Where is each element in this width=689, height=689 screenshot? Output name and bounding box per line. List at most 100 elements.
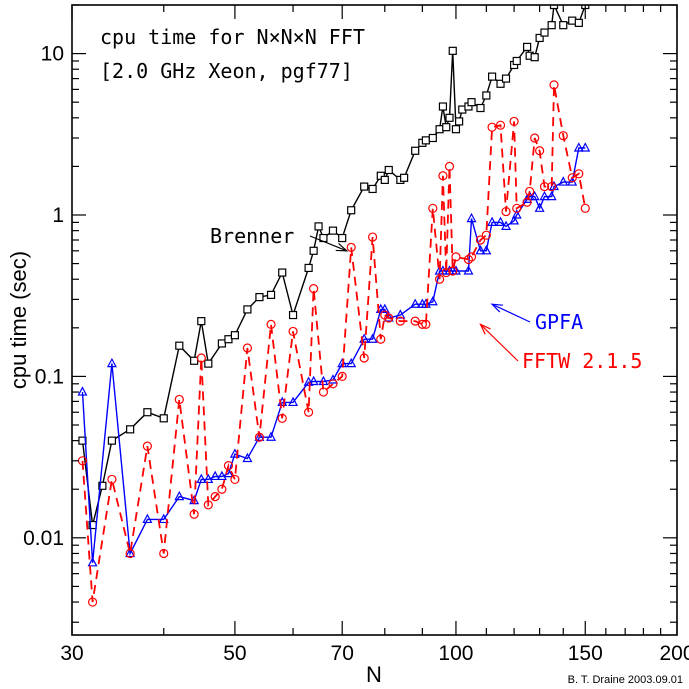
data-point [444, 161, 455, 172]
series-label: Brenner [210, 224, 294, 248]
series-labels: Brenner GPFA FFTW 2.1.5 [210, 224, 642, 373]
data-point [304, 263, 313, 273]
data-point [304, 407, 314, 417]
y-tick-label: 0.1 [35, 365, 64, 388]
data-point [547, 181, 557, 192]
data-point [190, 356, 199, 365]
data-point [549, 80, 559, 90]
annotation-line-2: [2.0 GHz Xeon, pgf77] [100, 59, 353, 83]
data-point [254, 431, 265, 441]
x-tick-label: 200 [659, 642, 689, 665]
data-point [475, 245, 486, 255]
data-point [338, 233, 347, 243]
data-point [580, 203, 590, 213]
data-point [428, 133, 437, 143]
data-point [428, 203, 438, 213]
data-point [580, 142, 591, 152]
data-point [535, 33, 544, 43]
data-point [175, 341, 184, 350]
data-point [466, 212, 477, 223]
data-point [495, 216, 506, 226]
data-point [441, 267, 451, 278]
data-point [318, 387, 329, 397]
data-point [400, 173, 409, 182]
data-point [223, 461, 234, 471]
data-point [559, 21, 568, 30]
data-point [395, 309, 406, 319]
data-point [230, 331, 240, 340]
data-point [421, 136, 430, 145]
data-point [549, 5, 559, 10]
data-point [107, 436, 117, 445]
data-point [509, 215, 520, 225]
data-point [189, 509, 199, 519]
data-point [384, 165, 393, 175]
y-tick-label: 1 [52, 204, 64, 227]
data-point [546, 190, 557, 201]
data-point [438, 102, 448, 111]
data-point [411, 146, 420, 155]
data-point [525, 186, 535, 197]
data-point [346, 242, 356, 252]
data-point [463, 254, 474, 265]
data-point [288, 396, 299, 407]
data-point [501, 206, 511, 217]
data-point [547, 21, 556, 30]
series-layer [77, 5, 591, 607]
series-fftw-2-1-5 [77, 80, 590, 607]
data-point [328, 226, 338, 235]
data-point [203, 500, 213, 510]
data-point [539, 181, 550, 192]
data-point [77, 386, 88, 396]
data-point [174, 490, 185, 501]
data-point [143, 408, 152, 417]
data-point [87, 597, 98, 607]
data-point [482, 91, 491, 100]
data-point [347, 206, 356, 215]
annotation-line-1: cpu time for N×N×N FFT [100, 25, 365, 49]
data-point [242, 343, 253, 353]
data-point [384, 313, 394, 323]
data-point [379, 303, 390, 314]
data-point [217, 339, 226, 348]
data-point [277, 413, 287, 423]
data-point [455, 117, 464, 126]
credit-text: B. T. Draine 2003.09.01 [568, 674, 683, 686]
data-point [217, 484, 227, 494]
data-point [475, 235, 486, 245]
series-label: FFTW 2.1.5 [522, 349, 642, 373]
series-arrow [309, 235, 347, 252]
data-point [466, 252, 477, 262]
data-point [501, 74, 511, 83]
series-arrow-head [490, 303, 504, 313]
data-point [529, 190, 540, 201]
data-point [255, 292, 264, 302]
data-point [368, 184, 377, 194]
data-point [327, 374, 338, 384]
data-point [509, 116, 519, 127]
data-point [196, 353, 206, 363]
data-point [574, 18, 583, 27]
data-point [558, 131, 568, 141]
data-point [487, 72, 497, 81]
data-point [254, 432, 265, 442]
tick-labels: 30 50 70 100 150 200 0.01 0.1 1 10 [23, 43, 689, 665]
data-point [501, 220, 512, 230]
data-point [495, 120, 506, 130]
data-point [481, 245, 492, 255]
data-point [534, 202, 545, 212]
data-point [380, 175, 389, 184]
data-point [337, 371, 347, 382]
data-point [346, 357, 357, 368]
series-arrow-head [479, 323, 491, 335]
data-point [309, 246, 318, 255]
data-point [309, 283, 319, 294]
series-arrow [480, 323, 519, 362]
data-point [328, 379, 338, 389]
ticks-layer [71, 4, 678, 635]
data-point [522, 197, 532, 207]
data-point [421, 319, 431, 330]
data-point [107, 474, 117, 485]
data-point [159, 414, 168, 423]
